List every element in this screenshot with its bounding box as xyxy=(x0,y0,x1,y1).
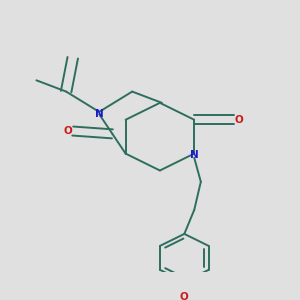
Text: N: N xyxy=(190,150,199,160)
Text: N: N xyxy=(95,109,103,119)
Text: O: O xyxy=(180,292,189,300)
Text: O: O xyxy=(63,126,72,136)
Text: O: O xyxy=(234,115,243,125)
